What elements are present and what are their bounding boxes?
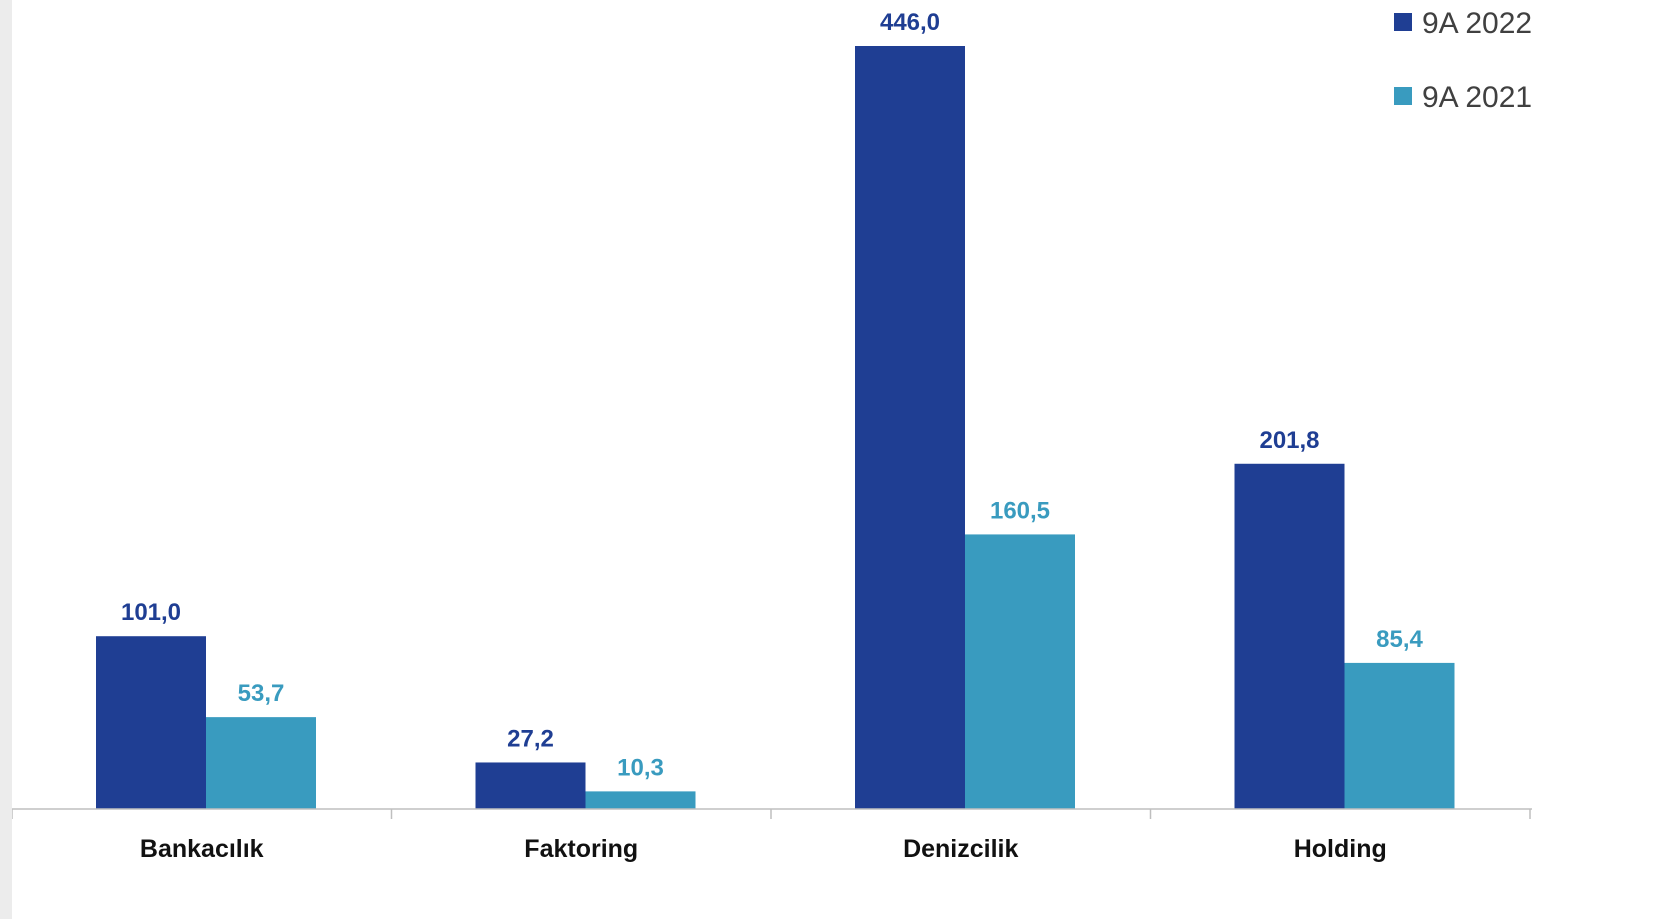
bar-series2-2	[965, 534, 1075, 809]
legend-swatch	[1394, 87, 1412, 105]
bar-series2-3	[1344, 662, 1455, 809]
data-label: 201,8	[1259, 427, 1319, 454]
x-tick-label: Holding	[1294, 835, 1387, 863]
bar-series1-0	[96, 636, 206, 809]
data-label: 53,7	[238, 680, 285, 707]
bar-series2-1	[585, 791, 696, 809]
left-border-strip	[0, 0, 12, 919]
legend-label: 9A 2021	[1422, 81, 1532, 114]
x-tick-label: Bankacılık	[140, 835, 264, 863]
bar-series1-2	[855, 46, 965, 809]
x-tick-label: Denizcilik	[903, 835, 1018, 863]
bar-series1-1	[475, 762, 586, 809]
data-label: 85,4	[1376, 626, 1423, 653]
data-label: 101,0	[121, 599, 181, 626]
x-tick-label: Faktoring	[524, 835, 638, 863]
legend-label: 9A 2022	[1422, 7, 1532, 40]
bar-series1-3	[1234, 463, 1345, 809]
bar-series2-0	[206, 717, 316, 809]
data-label: 160,5	[990, 497, 1050, 524]
data-label: 10,3	[617, 754, 664, 781]
data-label: 27,2	[507, 725, 554, 752]
data-label: 446,0	[880, 9, 940, 36]
legend-swatch	[1394, 13, 1412, 31]
